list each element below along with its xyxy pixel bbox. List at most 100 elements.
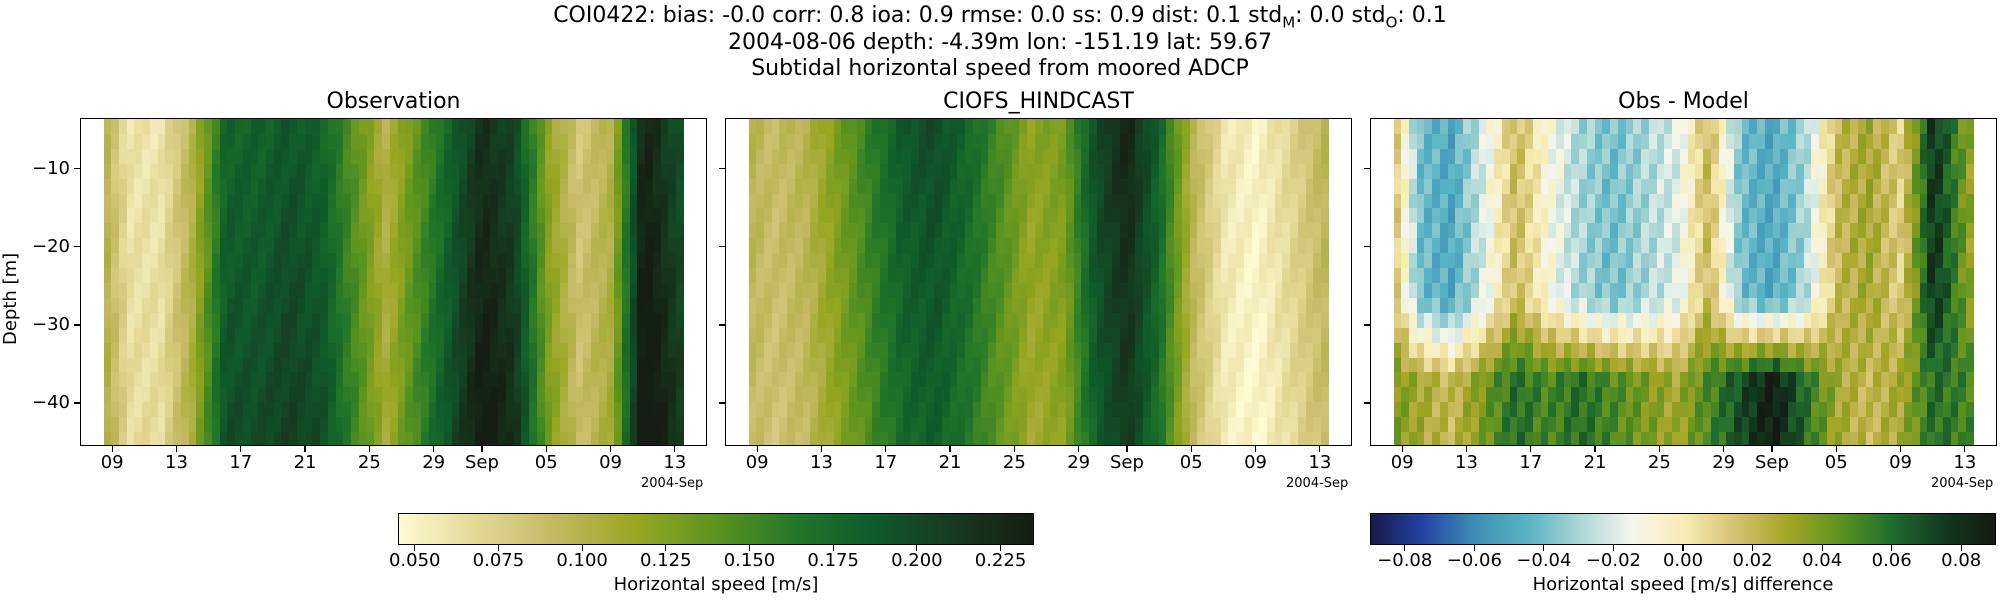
heatmap-cell	[103, 208, 112, 224]
heatmap-cell	[1470, 372, 1480, 388]
heatmap-cell	[428, 238, 437, 254]
heatmap-cell	[1463, 342, 1472, 359]
heatmap-cell	[1687, 402, 1696, 418]
heatmap-cell	[1780, 253, 1789, 269]
heatmap-cell	[841, 238, 850, 254]
heatmap-cell	[304, 238, 314, 254]
heatmap-cell	[1034, 297, 1044, 314]
heatmap-cell	[188, 357, 197, 374]
heatmap-cell	[1096, 268, 1106, 284]
heatmap-cell	[134, 268, 143, 284]
heatmap-cell	[1718, 133, 1727, 150]
heatmap-cell	[1617, 283, 1627, 299]
heatmap-cell	[1726, 133, 1735, 150]
heatmap-cell	[748, 297, 757, 314]
heatmap-cell	[1950, 402, 1959, 418]
heatmap-cell	[1127, 238, 1136, 254]
heatmap-cell	[1424, 148, 1433, 165]
heatmap-cell	[165, 432, 174, 445]
heatmap-cell	[1494, 148, 1503, 165]
heatmap-cell	[598, 253, 608, 269]
heatmap-cell	[1135, 387, 1144, 403]
heatmap-cell	[818, 357, 827, 374]
heatmap-cell	[467, 297, 476, 314]
heatmap-cell	[374, 357, 383, 374]
heatmap-cell	[157, 148, 166, 165]
heatmap-cell	[1112, 327, 1121, 344]
heatmap-cell	[1189, 148, 1198, 165]
heatmap-cell	[1034, 417, 1044, 433]
heatmap-cell	[1648, 387, 1658, 403]
heatmap-cell	[366, 223, 375, 239]
heatmap-cell	[1517, 402, 1526, 418]
heatmap-cell	[1027, 312, 1036, 329]
heatmap-cell	[134, 297, 143, 314]
heatmap-cell	[1826, 119, 1836, 135]
heatmap-cell	[1919, 148, 1929, 165]
heatmap-cell	[1919, 193, 1929, 210]
heatmap-cell	[1935, 402, 1944, 418]
heatmap-cell	[1127, 268, 1136, 284]
heatmap-cell	[1135, 163, 1144, 180]
heatmap-cell	[351, 253, 360, 269]
heatmap-cell	[165, 253, 174, 269]
heatmap-cell	[312, 387, 321, 403]
heatmap-cell	[1166, 133, 1175, 150]
heatmap-cell	[1672, 133, 1681, 150]
heatmap-cell	[266, 357, 275, 374]
heatmap-cell	[1532, 163, 1542, 180]
heatmap-cell	[266, 119, 275, 135]
heatmap-cell	[1741, 372, 1751, 388]
heatmap-cell	[1478, 238, 1487, 254]
heatmap-cell	[1772, 178, 1781, 195]
heatmap-cell	[1119, 372, 1129, 388]
heatmap-cell	[428, 342, 437, 359]
heatmap-cell	[1127, 208, 1136, 224]
heatmap-cell	[1408, 238, 1418, 254]
heatmap-cell	[652, 432, 662, 445]
heatmap-cell	[420, 357, 430, 374]
heatmap-cell	[833, 372, 842, 388]
heatmap-cell	[1571, 283, 1580, 299]
heatmap-cell	[1958, 283, 1967, 299]
heatmap-cell	[926, 372, 935, 388]
heatmap-cell	[459, 312, 468, 329]
heatmap-cell	[972, 432, 982, 445]
heatmap-cell	[818, 119, 827, 135]
heatmap-cell	[957, 357, 966, 374]
heatmap-cell	[763, 178, 773, 195]
heatmap-cell	[1058, 193, 1067, 210]
heatmap-cell	[1104, 268, 1113, 284]
heatmap-cell	[1401, 283, 1410, 299]
heatmap-cell	[1174, 357, 1183, 374]
heatmap-cell	[1641, 327, 1650, 344]
heatmap-cell	[1795, 268, 1805, 284]
heatmap-cell	[1455, 148, 1464, 165]
heatmap-cell	[614, 119, 623, 135]
heatmap-cell	[149, 163, 159, 180]
heatmap-cell	[1942, 119, 1952, 135]
heatmap-cell	[1625, 312, 1634, 329]
heatmap-cell	[165, 193, 174, 210]
heatmap-cell	[1571, 119, 1580, 135]
heatmap-cell	[818, 417, 827, 433]
heatmap-cell	[763, 387, 773, 403]
heatmap-cell	[103, 297, 112, 314]
heatmap-cell	[1865, 208, 1874, 224]
heatmap-cell	[779, 178, 788, 195]
heatmap-cell	[1236, 208, 1245, 224]
heatmap-cell	[1127, 253, 1136, 269]
heatmap-cell	[273, 133, 283, 150]
x-tick-label: 09	[599, 452, 622, 473]
heatmap-cell	[1865, 357, 1874, 374]
heatmap-cell	[1003, 402, 1013, 418]
heatmap-cell	[451, 432, 461, 445]
heatmap-cell	[428, 432, 437, 445]
heatmap-cell	[1517, 283, 1526, 299]
heatmap-cell	[1850, 417, 1859, 433]
heatmap-cell	[1042, 268, 1051, 284]
heatmap-cell	[856, 268, 866, 284]
heatmap-cell	[281, 312, 290, 329]
heatmap-cell	[934, 432, 943, 445]
heatmap-cell	[1656, 417, 1665, 433]
